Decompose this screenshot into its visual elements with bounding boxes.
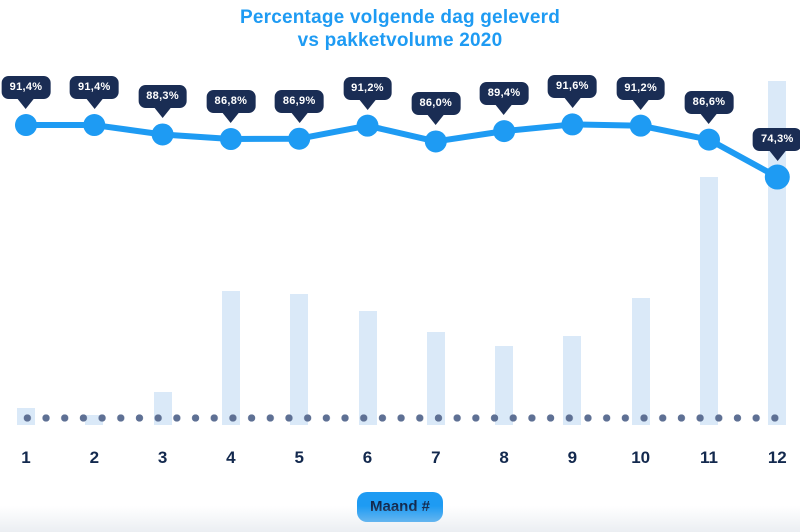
x-tick-label-3: 3	[157, 448, 168, 467]
data-label-month-12: 74,3%	[752, 128, 800, 152]
volume-bar-month-11	[700, 177, 718, 425]
data-label-month-11: 86,6%	[684, 90, 734, 114]
data-label-month-8: 89,4%	[479, 82, 529, 106]
data-point-month-5	[288, 127, 311, 150]
volume-bar-month-6	[358, 311, 377, 425]
data-label-month-6: 91,2%	[343, 76, 392, 100]
x-tick-label-10: 10	[631, 448, 651, 467]
data-point-month-3	[151, 123, 174, 146]
data-point-month-2	[83, 114, 106, 137]
x-tick-label-4: 4	[226, 448, 236, 467]
data-label-month-5: 86,9%	[274, 89, 324, 113]
data-label-month-3: 88,3%	[138, 85, 187, 109]
volume-bar-month-9	[563, 335, 582, 425]
x-axis-title-pill: Maand #	[356, 492, 444, 522]
x-tick-label-11: 11	[700, 448, 718, 467]
data-point-month-7	[424, 130, 447, 153]
chart-title-line1: Percentage volgende dag geleverd	[239, 7, 560, 28]
data-label-month-1: 91,4%	[1, 76, 51, 100]
x-tick-label-12: 12	[767, 448, 787, 467]
data-label-month-9: 91,6%	[548, 75, 597, 99]
data-point-month-10	[629, 114, 652, 137]
volume-bar-month-8	[495, 345, 514, 425]
data-point-month-6	[356, 114, 379, 137]
data-label-month-7: 86,0%	[411, 92, 461, 116]
x-tick-label-7: 7	[431, 448, 441, 467]
chart-title-line2: vs pakketvolume 2020	[297, 30, 503, 51]
x-tick-label-2: 2	[89, 448, 100, 467]
baseline-dotted-line	[18, 414, 785, 422]
data-point-month-4	[219, 128, 242, 151]
delivery-percentage-line	[23, 121, 781, 181]
volume-bar-month-5	[290, 294, 309, 425]
volume-bar-month-4	[221, 290, 240, 425]
x-axis-title: Maand #	[369, 498, 431, 515]
x-tick-label-8: 8	[499, 448, 509, 467]
x-tick-label-5: 5	[294, 448, 304, 467]
volume-bar-month-7	[426, 332, 445, 425]
x-tick-label-1: 1	[21, 448, 31, 467]
data-label-month-2: 91,4%	[69, 76, 119, 100]
data-point-month-9	[561, 113, 584, 136]
data-point-month-11	[698, 128, 720, 151]
data-label-month-10: 91,2%	[616, 76, 666, 100]
x-tick-label-9: 9	[567, 448, 578, 467]
x-tick-label-6: 6	[362, 448, 373, 467]
data-point-month-8	[493, 120, 516, 143]
data-label-month-4: 86,8%	[206, 90, 256, 114]
data-point-month-1	[15, 114, 37, 137]
volume-bar-month-10	[631, 297, 650, 425]
chart-title: Percentage volgende dag geleverd vs pakk…	[0, 6, 800, 52]
